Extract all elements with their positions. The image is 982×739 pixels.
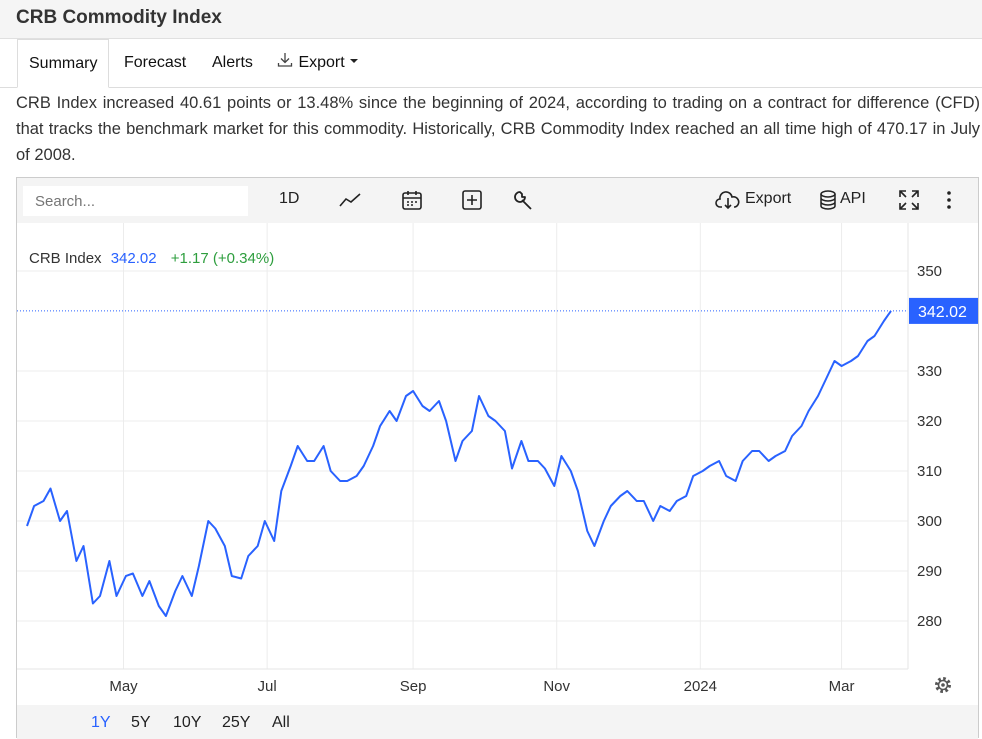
download-icon [277, 53, 293, 67]
y-tick-label: 310 [917, 463, 942, 480]
search-input[interactable] [23, 186, 248, 216]
range-bar [17, 705, 978, 739]
grid-lines [17, 223, 908, 669]
tab-forecast[interactable]: Forecast [124, 54, 187, 71]
tab-export[interactable]: Export [276, 39, 359, 87]
range-5y[interactable]: 5Y [131, 714, 151, 731]
last-price-label: 342.02 [918, 304, 967, 321]
description-text: CRB Index increased 40.61 points or 13.4… [16, 94, 980, 164]
x-tick-label: Jul [258, 678, 277, 695]
export-button[interactable]: Export [745, 190, 792, 207]
legend: CRB Index 342.02 +1.17 (+0.34%) [29, 250, 274, 267]
chart-widget: 1D Export API [16, 177, 979, 739]
legend-change: +1.17 (+0.34%) [171, 250, 274, 267]
tab-summary[interactable]: Summary [17, 39, 110, 88]
range-25y[interactable]: 25Y [222, 714, 251, 731]
y-tick-label: 290 [917, 563, 942, 580]
legend-value: 342.02 [111, 250, 157, 267]
database-icon[interactable] [818, 188, 838, 212]
range-1y[interactable]: 1Y [91, 714, 111, 731]
y-axis: 280 290 300 310 320 330 350 [917, 263, 942, 630]
calendar-icon[interactable] [400, 188, 424, 212]
line-chart-icon[interactable] [338, 188, 362, 212]
x-tick-label: Mar [829, 678, 855, 695]
tab-export-label: Export [298, 54, 345, 71]
y-tick-label: 350 [917, 263, 942, 280]
api-button[interactable]: API [840, 190, 866, 207]
chart-toolbar: 1D Export API [17, 178, 978, 223]
fullscreen-icon[interactable] [897, 188, 921, 212]
tab-alerts[interactable]: Alerts [212, 54, 253, 71]
x-tick-label: 2024 [684, 678, 717, 695]
tab-bar: Summary Forecast Alerts Export [0, 39, 982, 88]
x-tick-label: May [109, 678, 138, 695]
legend-name: CRB Index [29, 250, 102, 267]
page-title: CRB Commodity Index [16, 7, 222, 28]
wrench-icon[interactable] [511, 188, 535, 212]
interval-button[interactable]: 1D [279, 190, 300, 207]
y-tick-label: 280 [917, 613, 942, 630]
title-bar: CRB Commodity Index [0, 0, 982, 39]
caret-down-icon [350, 59, 359, 63]
add-indicator-icon[interactable] [460, 188, 484, 212]
settings-icon[interactable] [935, 677, 951, 693]
range-all[interactable]: All [272, 714, 290, 731]
last-price-tag [909, 297, 978, 324]
x-axis: May Jul Sep Nov 2024 Mar [109, 678, 854, 695]
x-tick-label: Sep [400, 678, 427, 695]
range-10y[interactable]: 10Y [173, 714, 202, 731]
x-tick-label: Nov [543, 678, 570, 695]
series-line [26, 310, 892, 617]
y-tick-label: 330 [917, 363, 942, 380]
cloud-download-icon[interactable] [715, 188, 741, 212]
more-options-icon[interactable] [937, 188, 961, 212]
y-tick-label: 300 [917, 513, 942, 530]
y-tick-label: 320 [917, 413, 942, 430]
